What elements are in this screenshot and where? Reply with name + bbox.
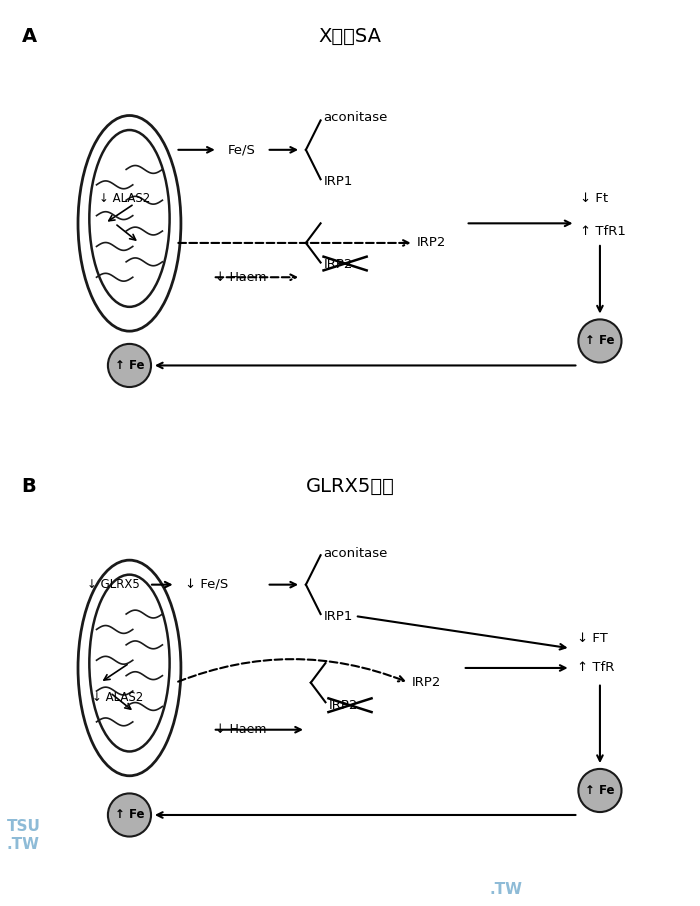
Text: ↓ Haem: ↓ Haem (215, 723, 266, 737)
Text: IRP2: IRP2 (412, 676, 441, 689)
Text: .TW: .TW (490, 882, 523, 897)
Text: ↑ Fe: ↑ Fe (115, 359, 144, 372)
Text: aconitase: aconitase (323, 547, 388, 560)
Text: ↓ ALAS2: ↓ ALAS2 (92, 691, 144, 704)
Text: X连锁SA: X连锁SA (318, 27, 382, 46)
Text: ↑ Fe: ↑ Fe (585, 784, 615, 797)
Text: ↓ Fe/S: ↓ Fe/S (186, 578, 229, 591)
Text: A: A (22, 27, 37, 46)
Text: IRP2: IRP2 (328, 699, 358, 712)
Text: B: B (22, 477, 36, 496)
Circle shape (578, 769, 622, 812)
Circle shape (108, 344, 151, 387)
Text: ↓ FT: ↓ FT (578, 632, 608, 645)
Text: ↑ Fe: ↑ Fe (115, 808, 144, 822)
Text: IRP1: IRP1 (323, 610, 353, 622)
Text: GLRX5缺陷: GLRX5缺陷 (306, 477, 394, 496)
Circle shape (108, 794, 151, 836)
Text: ↓ GLRX5: ↓ GLRX5 (88, 578, 140, 591)
Text: ↓ ALAS2: ↓ ALAS2 (99, 192, 150, 206)
Text: Fe/S: Fe/S (228, 143, 256, 157)
Text: ↑ TfR: ↑ TfR (578, 661, 615, 674)
Text: ↓ Haem: ↓ Haem (215, 271, 266, 284)
Text: IRP2: IRP2 (416, 236, 446, 249)
Text: ↓ Ft: ↓ Ft (580, 192, 608, 206)
Text: IRP1: IRP1 (323, 175, 353, 188)
Text: ↑ Fe: ↑ Fe (585, 334, 615, 348)
Text: IRP2: IRP2 (323, 258, 353, 271)
Text: TSU
.TW: TSU .TW (7, 819, 41, 852)
Circle shape (578, 320, 622, 362)
Text: ↑ TfR1: ↑ TfR1 (580, 225, 626, 237)
Text: aconitase: aconitase (323, 111, 388, 124)
